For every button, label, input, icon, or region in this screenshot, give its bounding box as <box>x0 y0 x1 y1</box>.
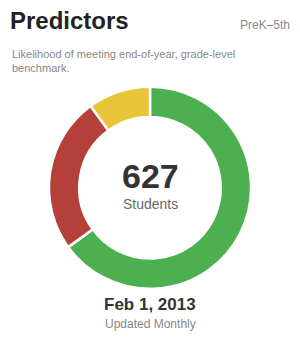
svg-text:627: 627 <box>122 157 179 195</box>
svg-text:Students: Students <box>123 196 178 212</box>
svg-text:Feb 1, 2013: Feb 1, 2013 <box>104 295 196 314</box>
svg-text:Predictors: Predictors <box>10 7 129 34</box>
svg-text:PreK–5th: PreK–5th <box>240 18 290 32</box>
svg-text:Likelihood of meeting end-of-y: Likelihood of meeting end-of-year, grade… <box>12 48 235 74</box>
svg-text:Updated Monthly: Updated Monthly <box>105 317 196 331</box>
